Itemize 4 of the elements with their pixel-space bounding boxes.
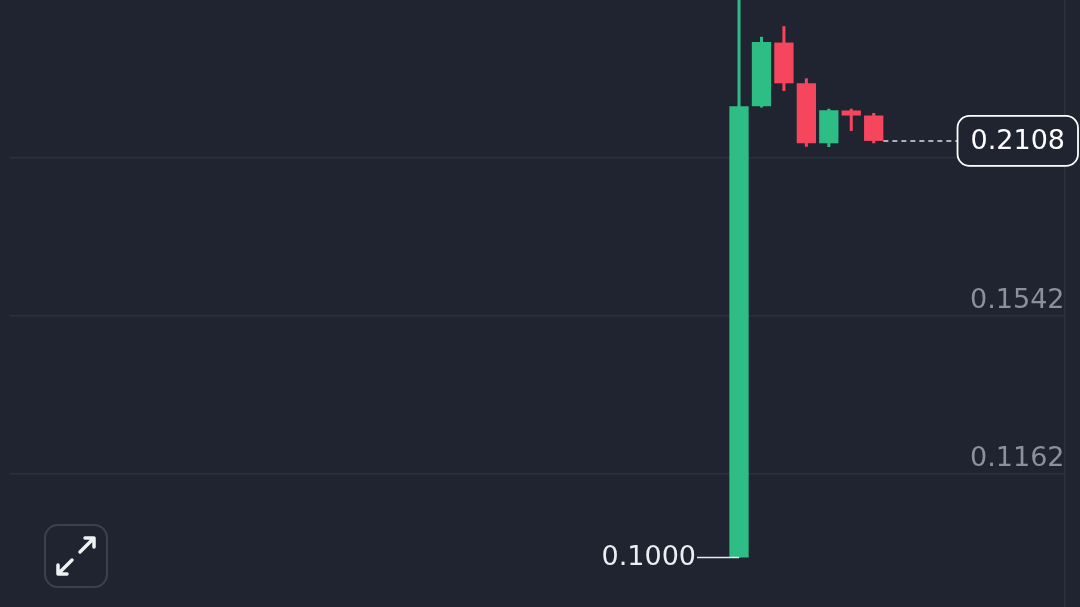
annotation: 0.1000 [601,540,697,572]
ref-line-label: 0.2108 [970,123,1066,155]
y-tick-label: 0.1542 [970,282,1065,314]
y-tick-label: 0.1162 [970,440,1065,472]
